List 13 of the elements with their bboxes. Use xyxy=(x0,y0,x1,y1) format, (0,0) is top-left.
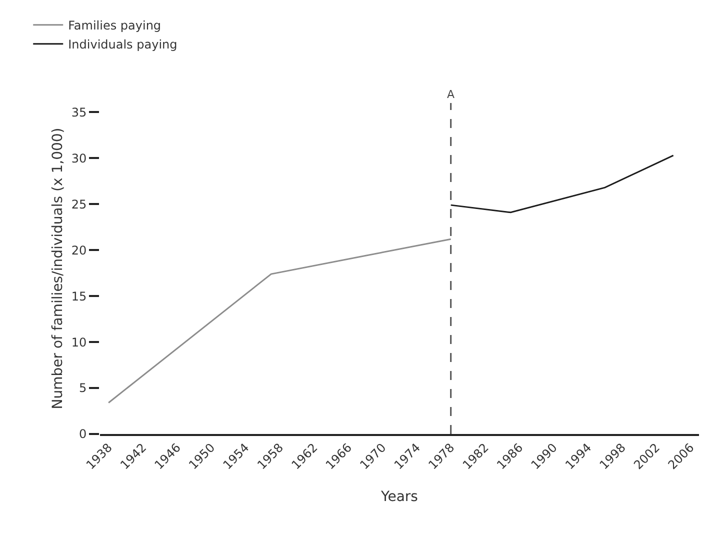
y-tick-label: 35 xyxy=(71,105,87,120)
y-tick-label: 25 xyxy=(71,197,87,212)
ref-line-label: A xyxy=(447,88,455,101)
y-tick-label: 30 xyxy=(71,151,87,166)
legend-label: Individuals paying xyxy=(68,38,178,52)
y-tick-label: 10 xyxy=(71,335,87,350)
legend-label: Families paying xyxy=(68,18,162,32)
x-axis-title: Years xyxy=(380,488,418,505)
y-tick-label: 5 xyxy=(78,381,87,396)
y-axis-title: Number of families/individuals (x 1,000) xyxy=(50,128,66,410)
y-tick-label: 15 xyxy=(71,289,87,304)
y-tick-label: 20 xyxy=(71,243,87,258)
y-tick-label: 0 xyxy=(78,427,87,442)
